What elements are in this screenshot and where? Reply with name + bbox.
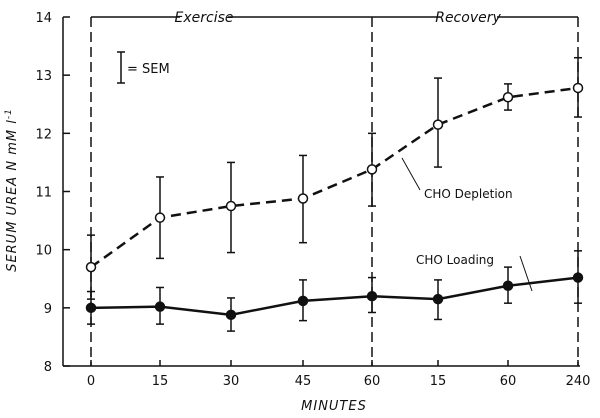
x-axis-label: MINUTES [301,399,367,414]
data-point [154,212,166,223]
data-point [572,272,584,283]
y-tick-label: 11 [35,186,52,201]
y-tick-label: 14 [35,11,52,26]
data-point [225,200,237,212]
data-point [225,309,237,321]
y-tick-label: 13 [35,69,52,84]
x-tick-label: 15 [152,374,169,389]
x-tick-label: 60 [500,374,517,389]
axes: 8 9 10 11 12 13 14 0 15 30 45 60 15 60 240 [35,11,590,389]
y-tick-label: 10 [35,244,52,259]
series-name-loading: CHO Loading [416,253,494,267]
data-point [432,119,444,130]
x-tick-label: 30 [223,374,240,389]
data-point [572,82,584,94]
data-point [366,290,378,302]
x-tick-label: 45 [295,374,312,389]
series-label-depletion: CHO Depletion [401,157,513,201]
y-axis-label-exponent: -1 [4,108,14,119]
y-axis-label: SERUM UREA N mM l-1 [4,108,20,272]
y-tick-label: 12 [35,127,52,142]
series-label-loading: CHO Loading [416,253,533,292]
data-point [85,302,97,314]
x-tick-label: 15 [430,374,447,389]
phase-label-recovery: Recovery [435,10,501,26]
x-tick-label: 240 [566,374,591,389]
marks [85,56,584,332]
data-point [502,92,514,103]
sem-legend: = SEM [117,51,170,84]
x-tick-label: 60 [364,374,381,389]
data-point [85,261,97,273]
data-point [502,280,514,291]
x-tick-label: 0 [87,374,95,389]
data-point [154,301,166,312]
series-line-0 [90,86,579,269]
y-axis-label-text: SERUM UREA N mM l [5,119,20,272]
sem-legend-label: = SEM [127,62,170,77]
phase-label-exercise: Exercise [175,10,234,26]
y-tick-label: 9 [44,302,52,317]
data-point [297,193,309,204]
data-point [297,295,309,307]
series-name-depletion: CHO Depletion [424,187,513,201]
data-point [432,293,444,305]
series-line-1 [90,276,579,317]
y-tick-label: 8 [44,360,52,375]
data-point [366,164,378,175]
